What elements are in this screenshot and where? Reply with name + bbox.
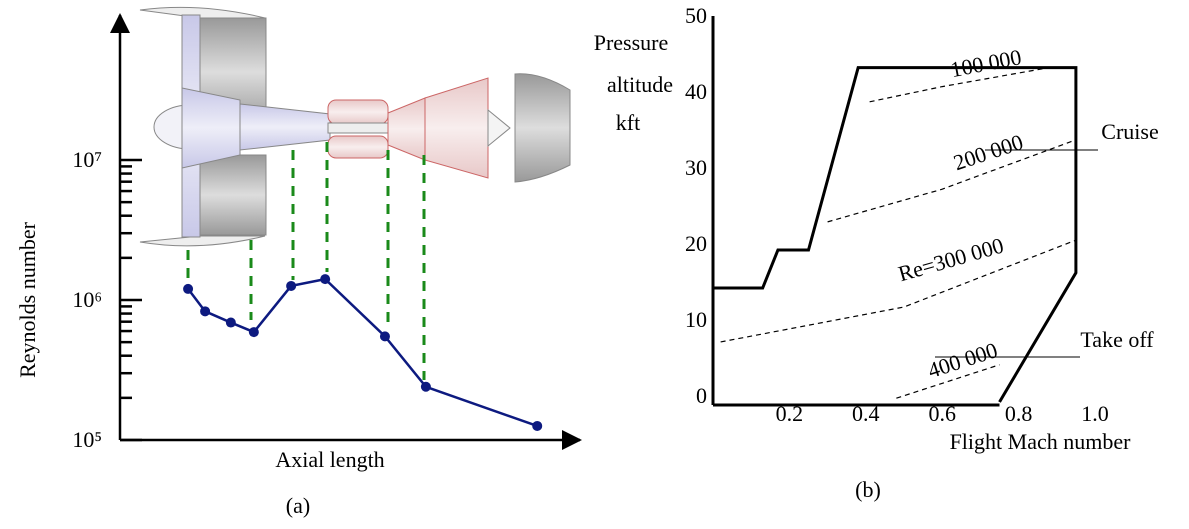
x-tick-label: 0.2 [776,401,804,426]
annotation: Cruise [1101,119,1158,144]
data-point [320,274,331,285]
data-point [248,327,259,338]
caption: (a) [286,493,310,518]
x-axis-label: Axial length [275,447,384,472]
y-axis-label: Pressure [594,30,669,55]
caption: (b) [855,477,881,502]
data-point [379,331,390,342]
re-label: 200 000 [950,129,1026,175]
y-tick-label: 50 [685,3,707,28]
y-tick-label: 30 [685,155,707,180]
x-tick-label: 0.6 [928,401,956,426]
x-tick-label: 0.8 [1005,401,1033,426]
data-point [183,283,194,294]
re-label: 400 000 [925,337,1001,383]
re-label: 100 000 [948,44,1023,82]
y-axis-label: altitude [607,72,673,97]
engine-sketch [139,6,571,247]
x-axis-label: Flight Mach number [950,429,1132,454]
flight-envelope [713,66,1078,403]
x-tick-label: 0.4 [852,401,880,426]
y-tick-label: 40 [685,79,707,104]
data-line [187,277,538,428]
data-point [420,381,431,392]
station-lines [186,142,426,380]
x-tick-label: 1.0 [1081,401,1109,426]
re-line [896,364,1000,399]
annotation: Take off [1080,327,1154,352]
re-line [869,67,1050,103]
y-axis-label: Reynolds number [15,221,40,377]
y-tick-label: 10⁵ [72,427,102,452]
y-tick-label: 0 [696,383,707,408]
data-point [200,306,211,317]
y-axis-label: kft [616,110,640,135]
re-line [827,139,1077,223]
y-tick-label: 10⁶ [72,287,102,312]
y-tick-label: 10⁷ [72,147,102,172]
re-label: Re=300 000 [895,232,1006,286]
data-point [532,420,543,431]
y-tick-label: 20 [685,231,707,256]
y-tick-label: 10 [685,307,707,332]
re-line [720,239,1077,343]
data-point [225,317,236,328]
data-point [286,280,297,291]
